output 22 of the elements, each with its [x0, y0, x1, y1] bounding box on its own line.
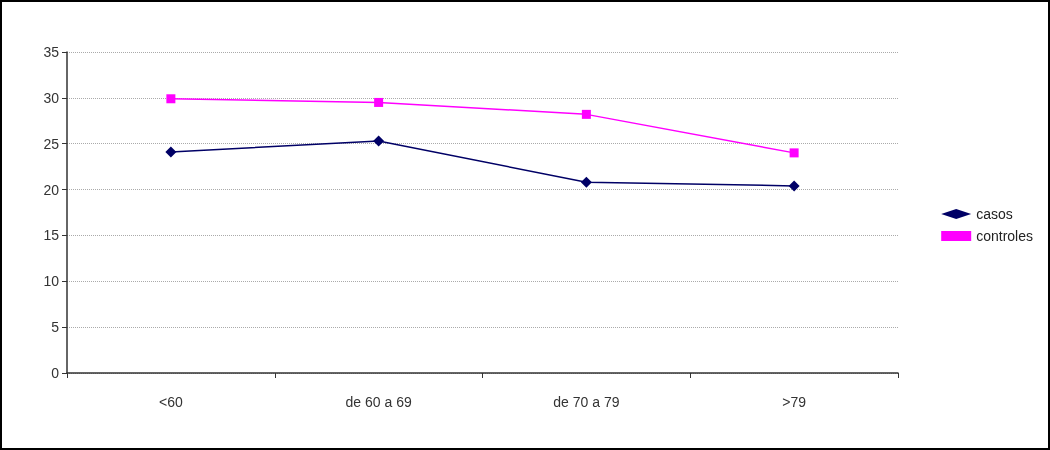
legend-label: controles: [976, 228, 1034, 244]
legend-label: casos: [976, 206, 1013, 222]
y-tick-label: 5: [51, 319, 60, 336]
y-tick-label: 30: [43, 89, 60, 106]
point: [789, 148, 799, 158]
x-tick-label: >79: [782, 394, 807, 410]
point: [166, 94, 176, 104]
point: [374, 97, 384, 107]
y-tick-label: 25: [43, 135, 60, 152]
x-tick-label: <60: [159, 394, 183, 410]
y-tick-label: 0: [51, 365, 60, 381]
point: [581, 109, 591, 119]
point: [165, 146, 177, 158]
point: [788, 180, 800, 192]
y-tick-label: 15: [43, 227, 60, 244]
y-tick-label: 35: [43, 44, 60, 60]
x-tick-label: de 70 a 79: [553, 394, 620, 410]
point: [580, 176, 592, 188]
point: [373, 135, 385, 147]
y-tick-label: 10: [43, 273, 60, 290]
y-tick-label: 20: [43, 181, 60, 198]
x-tick-label: de 60 a 69: [345, 394, 412, 410]
